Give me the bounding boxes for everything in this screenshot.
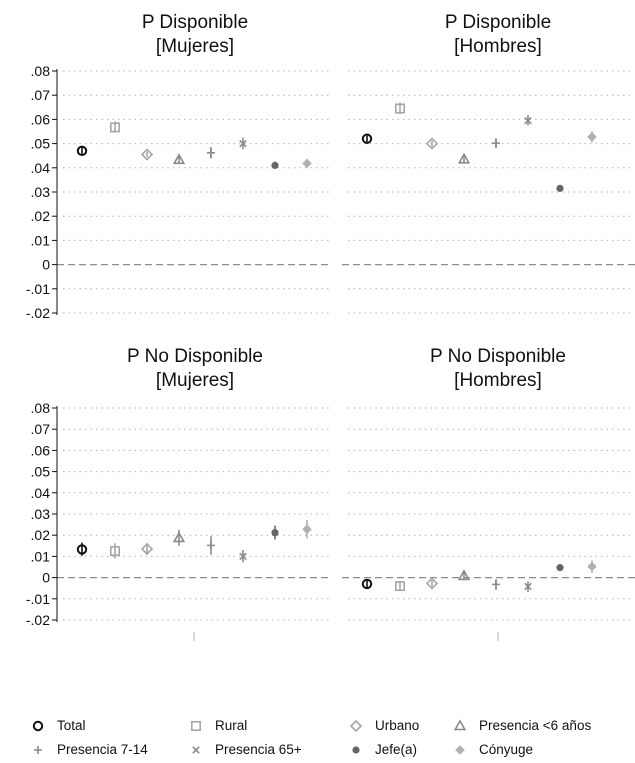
y-tick-label: .04 [31, 160, 51, 176]
point-rural [394, 581, 405, 592]
point-presencia-6-anos [172, 531, 186, 543]
panel-title-line1: P No Disponible [127, 346, 263, 367]
legend: Total Rural Urbano Presencia <6 años Presenc… [32, 718, 591, 757]
y-tick-label: .07 [31, 87, 51, 103]
point-urbano [140, 542, 154, 556]
point-presencia-7-14 [207, 541, 215, 550]
point-jefe-a [556, 564, 564, 572]
point-total [361, 578, 373, 590]
legend-marker-rural [191, 720, 202, 731]
legend-label-jefe-a: Jefe(a) [375, 742, 417, 757]
point-presencia-7-14 [492, 580, 500, 589]
legend-marker-presencia-6-anos [453, 719, 467, 731]
point-rural [110, 546, 121, 557]
point-presencia-7-14 [207, 148, 215, 157]
y-tick-label: .04 [31, 485, 51, 501]
legend-marker-presencia-7-14 [34, 746, 42, 754]
legend-label-presencia-7-14: Presencia 7-14 [57, 742, 148, 757]
y-tick-label: .06 [31, 111, 51, 127]
y-tick-label: .02 [31, 527, 51, 543]
y-tick-label: .05 [31, 464, 51, 480]
y-tick-label: 0 [42, 257, 50, 273]
point-rural [110, 122, 121, 133]
y-tick-label: .03 [31, 506, 51, 522]
point-presencia-6-anos [457, 152, 471, 164]
point-jefe-a [271, 529, 279, 537]
point-jefe-a [556, 184, 564, 192]
panel-4: P No Disponible [Hombres] [342, 346, 635, 641]
point-presencia-65 [239, 139, 247, 148]
y-tick-label: -.01 [26, 281, 50, 297]
y-tick-label: .05 [31, 136, 51, 152]
point-conyuge [587, 561, 597, 572]
panel-title-line2: [Hombres] [454, 370, 542, 391]
legend-marker-presencia-65 [192, 746, 200, 754]
point-urbano [425, 577, 439, 590]
point-presencia-6-anos [457, 569, 471, 581]
y-tick-label: .01 [31, 548, 51, 564]
point-urbano [425, 137, 439, 150]
point-presencia-7-14 [492, 139, 500, 148]
legend-marker-total [32, 720, 44, 732]
legend-label-conyuge: Cónyuge [479, 742, 533, 757]
legend-marker-conyuge [455, 745, 465, 755]
panel-title-line2: [Mujeres] [156, 370, 234, 391]
y-tick-label: .07 [31, 421, 51, 437]
y-tick-label: .08 [31, 63, 51, 79]
legend-label-presencia-6-anos: Presencia <6 años [479, 718, 591, 733]
point-presencia-65 [524, 116, 532, 125]
panel-title-line1: P No Disponible [430, 346, 566, 367]
panel-3: P No Disponible [Mujeres] .08 .07 .06 .05 .04.… [26, 346, 331, 641]
point-presencia-6-anos [172, 153, 186, 165]
point-conyuge [587, 132, 597, 142]
panel-1: P Disponible [Mujeres] .08 .07 .06 .05 .04 .03.… [26, 12, 331, 321]
y-tick-label: .08 [31, 400, 51, 416]
point-conyuge [302, 158, 312, 169]
point-rural [394, 103, 405, 114]
panel-title-line1: P Disponible [445, 12, 551, 33]
point-presencia-65 [524, 582, 532, 591]
point-total [76, 544, 88, 555]
legend-label-presencia-65: Presencia 65+ [215, 742, 302, 757]
y-tick-label: -.02 [26, 305, 50, 321]
legend-marker-jefe-a [352, 746, 360, 754]
y-tick-label: 0 [42, 570, 50, 586]
panel-title-line1: P Disponible [142, 12, 248, 33]
panel-title-line2: [Hombres] [454, 36, 542, 57]
point-urbano [140, 148, 154, 161]
point-jefe-a [271, 161, 279, 169]
panel-title-line2: [Mujeres] [156, 36, 234, 57]
y-tick-label: .06 [31, 442, 51, 458]
panel-2: P Disponible [Hombres] [342, 12, 635, 314]
point-presencia-65 [239, 552, 247, 561]
y-tick-label: .01 [31, 232, 51, 248]
y-tick-label: .03 [31, 184, 51, 200]
y-tick-label: -.02 [26, 612, 50, 628]
legend-label-total: Total [57, 718, 86, 733]
point-conyuge [302, 524, 312, 535]
legend-label-rural: Rural [215, 718, 247, 733]
y-tick-label: .02 [31, 208, 51, 224]
y-tick-label: -.01 [26, 591, 50, 607]
legend-label-urbano: Urbano [375, 718, 419, 733]
legend-marker-urbano [349, 719, 363, 733]
point-total [361, 133, 373, 144]
point-total [76, 145, 88, 157]
